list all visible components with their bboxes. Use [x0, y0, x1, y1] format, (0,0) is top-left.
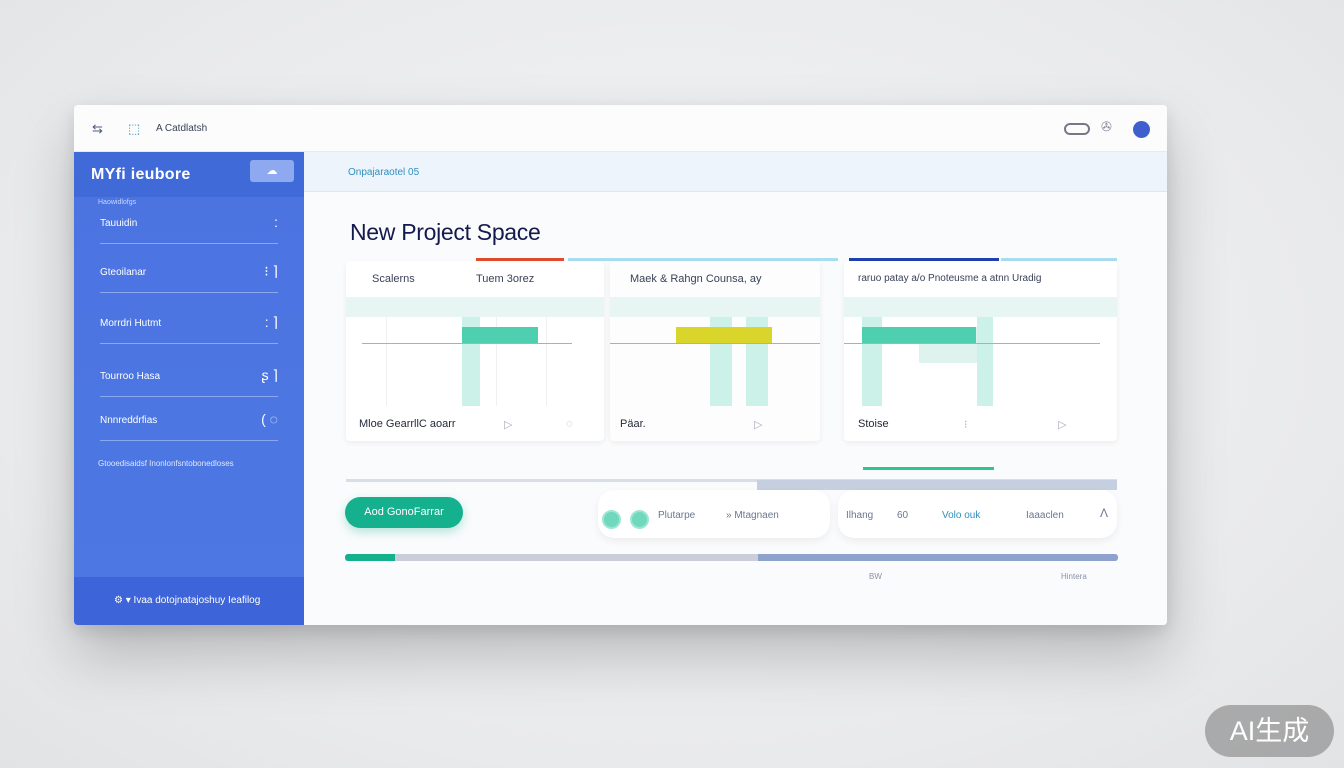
card-header-label: Tuem 3orez — [476, 273, 535, 285]
card-footer-label: Stoise — [858, 418, 889, 430]
card-header: raruo patay a/o Pnoteusme a atnn Uradig — [844, 261, 1117, 297]
card-1[interactable]: Scalerns Tuem 3orez Mloe GearrllC aoarr ▷ ◌ — [346, 261, 604, 441]
sidebar-item-label: Nnnreddrfias — [100, 415, 158, 426]
more-icon[interactable]: ⁝ — [964, 419, 968, 431]
item-icon: : — [274, 214, 278, 230]
card-footer: Mloe GearrllC aoarr ▷ ◌ — [346, 406, 604, 441]
grid-line — [496, 317, 497, 406]
pill-value: 60 — [897, 510, 909, 521]
page-title: New Project Space — [350, 219, 541, 245]
sidebar: MYfi ieubore ☁ Haowidlofgs Tauuidin: Gte… — [74, 152, 304, 625]
card-header-label: raruo patay a/o Pnoteusme a atnn Uradig — [858, 273, 1042, 284]
sidebar-item-label: Gteoilanar — [100, 267, 147, 278]
settings-icon: ⚙ ▾ — [114, 595, 134, 606]
add-button[interactable]: Aod GonoFarrar — [345, 497, 463, 528]
card-footer: Päar. ▷ — [610, 406, 820, 441]
chart-highlight — [462, 327, 538, 343]
progress-label: Hintera — [1061, 572, 1087, 581]
sidebar-note: Gtooedisaidsf Inonlonfsntobonedloses — [98, 459, 234, 468]
stripe-blue — [849, 258, 999, 261]
document-icon[interactable]: ⬚ — [128, 121, 141, 136]
chart-band — [346, 297, 604, 317]
sidebar-item-1[interactable]: Tauuidin: — [100, 204, 278, 244]
stats-pill[interactable]: Ilhang 60 Volo ouk Iaaaclen Λ — [838, 490, 1117, 538]
grid-line — [386, 317, 387, 406]
cloud-icon[interactable]: ☁ — [250, 160, 294, 182]
item-icon: ⁝ ⌉ — [264, 263, 278, 279]
stripe-light — [568, 258, 838, 261]
play-icon[interactable]: ▷ — [1058, 419, 1067, 431]
sidebar-item-4[interactable]: Tourroo Hasa ʂ ⌉ — [100, 357, 278, 397]
back-icon[interactable]: ⇆ — [92, 121, 103, 136]
stripe-red — [476, 258, 564, 261]
bird-icon[interactable]: ✇ — [1101, 119, 1112, 134]
chart-band — [844, 297, 1117, 317]
breadcrumb-text[interactable]: Onpajaraotel 05 — [348, 167, 420, 178]
play-icon[interactable]: ▷ — [504, 419, 513, 431]
chart-line — [844, 343, 1100, 344]
sidebar-title: MYfi ieubore — [91, 166, 191, 183]
chart-highlight — [862, 327, 976, 343]
divider-highlight — [757, 480, 1117, 490]
card-3[interactable]: raruo patay a/o Pnoteusme a atnn Uradig … — [844, 261, 1117, 441]
progress-secondary — [758, 554, 1118, 561]
sidebar-item-3[interactable]: Morrdri Hutmt : ⌉ — [100, 304, 278, 344]
sidebar-item-label: Tauuidin — [100, 218, 138, 229]
chart-line — [362, 343, 572, 344]
watermark: AI生成 — [1205, 705, 1334, 757]
avatar[interactable] — [1133, 121, 1150, 138]
item-icon: ( ◌ — [261, 411, 278, 427]
card-header: Scalerns Tuem 3orez — [346, 261, 604, 297]
chart-bar — [977, 317, 993, 406]
pill-label: Ilhang — [846, 510, 874, 521]
active-indicator — [863, 467, 994, 470]
breadcrumb[interactable]: A Catdlatsh — [156, 123, 208, 134]
card-footer-label: Päar. — [620, 418, 646, 430]
card-footer: Stoise ⁝ ▷ — [844, 406, 1117, 441]
progress-label: BW — [869, 572, 882, 581]
sidebar-subtitle: Haowidlofgs — [98, 199, 137, 206]
card-footer-label: Mloe GearrllC aoarr — [359, 418, 456, 430]
content-breadcrumb: Onpajaraotel 05 — [304, 152, 1167, 192]
sidebar-item-label: Morrdri Hutmt — [100, 318, 162, 329]
grid-line — [546, 317, 547, 406]
stripe-light — [1001, 258, 1117, 261]
chevron-up-icon[interactable]: Λ — [1100, 506, 1109, 520]
node-icon — [630, 510, 649, 529]
item-icon: ʂ ⌉ — [261, 367, 278, 383]
pill-label: » Mtagnaen — [726, 510, 779, 521]
chart-highlight — [676, 327, 772, 343]
chart-line — [610, 343, 820, 344]
card-header: Maek & Rahgn Counsa, ay — [610, 261, 820, 297]
item-icon: : ⌉ — [264, 314, 278, 330]
toggle-icon[interactable] — [1064, 123, 1090, 135]
footer-label: Ivaa dotojnatajoshuy Ieafilog — [133, 595, 261, 606]
chart-band — [610, 297, 820, 317]
progress-fill — [345, 554, 396, 561]
sidebar-item-label: Tourroo Hasa — [100, 371, 161, 382]
play-icon[interactable]: ▷ — [754, 419, 763, 431]
app-window: ⇆ ⬚ A Catdlatsh ✇ MYfi ieubore ☁ Haowidl… — [74, 105, 1167, 625]
pill-link[interactable]: Volo ouk — [942, 510, 981, 521]
card-2[interactable]: Maek & Rahgn Counsa, ay Päar. ▷ — [610, 261, 820, 441]
card-header-label: Maek & Rahgn Counsa, ay — [630, 273, 762, 285]
pill-label: Plutarpe — [658, 510, 696, 521]
sidebar-footer[interactable]: ⚙ ▾ Ivaa dotojnatajoshuy Ieafilog — [74, 577, 304, 625]
card-header-label: Scalerns — [372, 273, 415, 285]
sidebar-item-5[interactable]: Nnnreddrfias ( ◌ — [100, 401, 278, 441]
circle-icon[interactable]: ◌ — [566, 418, 573, 430]
node-icon — [602, 510, 621, 529]
sidebar-header: MYfi ieubore ☁ — [74, 152, 304, 197]
progress-bar — [345, 554, 1118, 561]
filter-pill[interactable]: Plutarpe » Mtagnaen — [598, 490, 830, 538]
divider — [346, 479, 1117, 482]
sidebar-item-2[interactable]: Gteoilanar ⁝ ⌉ — [100, 253, 278, 293]
pill-label: Iaaaclen — [1026, 510, 1064, 521]
top-bar: ⇆ ⬚ A Catdlatsh ✇ — [74, 105, 1167, 152]
main-content: Onpajaraotel 05 New Project Space Scaler… — [304, 152, 1167, 625]
